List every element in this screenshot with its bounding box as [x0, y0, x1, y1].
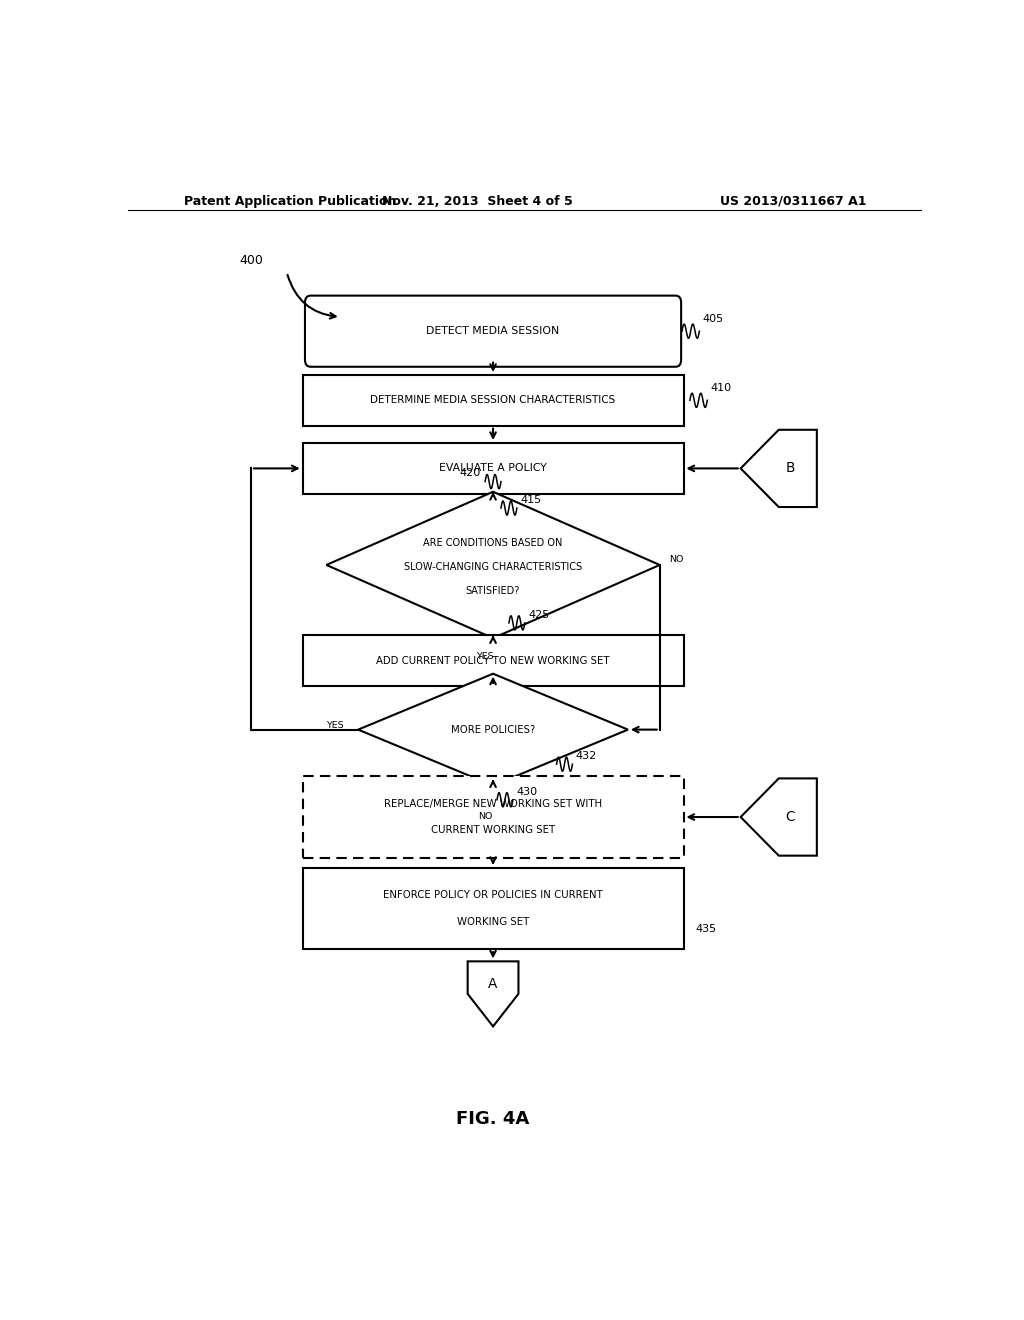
Polygon shape — [358, 673, 628, 785]
Text: 435: 435 — [695, 924, 717, 933]
Bar — [303, 444, 684, 494]
Text: DETECT MEDIA SESSION: DETECT MEDIA SESSION — [426, 326, 560, 337]
Polygon shape — [740, 779, 817, 855]
Bar — [303, 776, 684, 858]
Text: ENFORCE POLICY OR POLICIES IN CURRENT: ENFORCE POLICY OR POLICIES IN CURRENT — [383, 890, 603, 900]
Text: YES: YES — [476, 652, 494, 661]
Text: 405: 405 — [702, 314, 724, 323]
Text: Nov. 21, 2013  Sheet 4 of 5: Nov. 21, 2013 Sheet 4 of 5 — [382, 194, 572, 207]
Text: ADD CURRENT POLICY TO NEW WORKING SET: ADD CURRENT POLICY TO NEW WORKING SET — [376, 656, 610, 665]
Text: SATISFIED?: SATISFIED? — [466, 586, 520, 597]
Text: 432: 432 — [575, 751, 597, 762]
Text: SLOW-CHANGING CHARACTERISTICS: SLOW-CHANGING CHARACTERISTICS — [404, 562, 582, 572]
Text: 430: 430 — [516, 787, 538, 796]
Polygon shape — [740, 430, 817, 507]
Text: ARE CONDITIONS BASED ON: ARE CONDITIONS BASED ON — [423, 537, 563, 548]
Text: C: C — [785, 810, 795, 824]
Text: US 2013/0311667 A1: US 2013/0311667 A1 — [720, 194, 866, 207]
Text: DETERMINE MEDIA SESSION CHARACTERISTICS: DETERMINE MEDIA SESSION CHARACTERISTICS — [371, 395, 615, 405]
Text: YES: YES — [327, 721, 344, 730]
Text: REPLACE/MERGE NEW WORKING SET WITH: REPLACE/MERGE NEW WORKING SET WITH — [384, 799, 602, 809]
Text: 410: 410 — [711, 383, 731, 393]
Text: 400: 400 — [239, 253, 263, 267]
Text: WORKING SET: WORKING SET — [457, 916, 529, 927]
Polygon shape — [468, 961, 518, 1027]
Text: EVALUATE A POLICY: EVALUATE A POLICY — [439, 463, 547, 474]
Text: A: A — [488, 977, 498, 991]
Text: Patent Application Publication: Patent Application Publication — [183, 194, 396, 207]
Text: CURRENT WORKING SET: CURRENT WORKING SET — [431, 825, 555, 836]
Bar — [303, 375, 684, 426]
Text: 420: 420 — [460, 469, 481, 478]
Bar — [303, 867, 684, 949]
Polygon shape — [327, 492, 659, 638]
Text: 425: 425 — [528, 610, 549, 620]
Text: 415: 415 — [520, 495, 541, 506]
Text: NO: NO — [478, 812, 493, 821]
Text: MORE POLICIES?: MORE POLICIES? — [451, 725, 536, 735]
Bar — [303, 635, 684, 686]
FancyBboxPatch shape — [305, 296, 681, 367]
Text: NO: NO — [670, 556, 684, 565]
Text: B: B — [785, 462, 795, 475]
Text: FIG. 4A: FIG. 4A — [457, 1110, 529, 1127]
